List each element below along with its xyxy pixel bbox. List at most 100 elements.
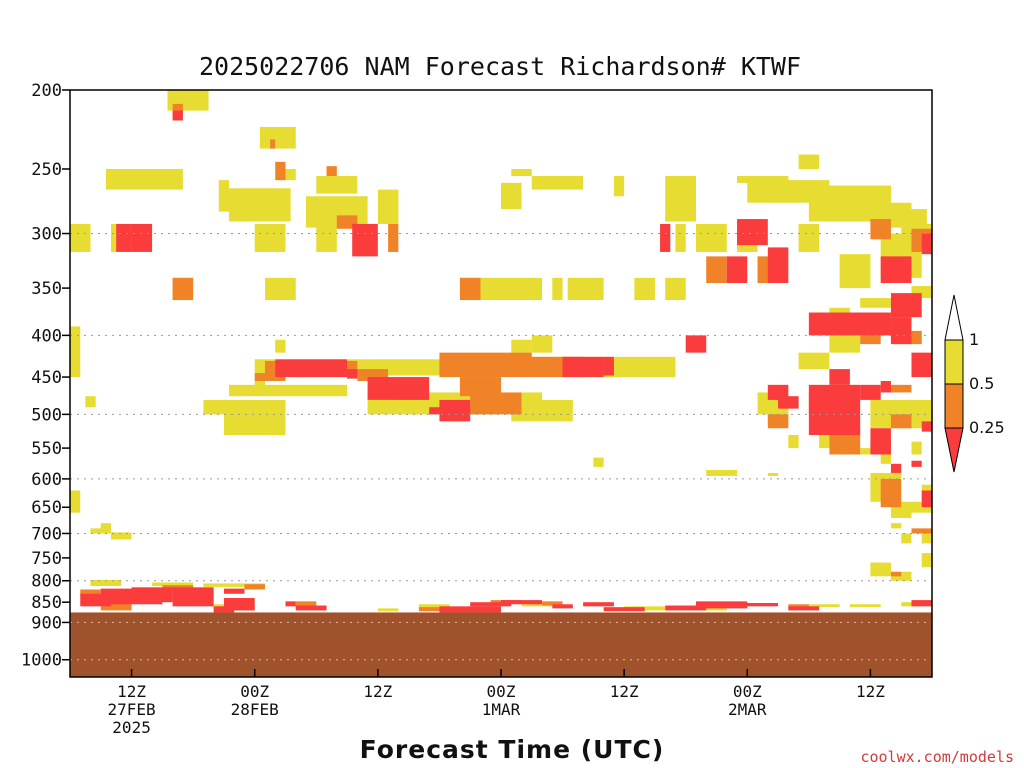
ri-cell-0.25-0.5 <box>767 414 789 429</box>
ri-cell-0.25-0.5 <box>542 601 563 606</box>
ri-cell-lt-0.25 <box>213 606 235 613</box>
colorbar-segment-0.5-1 <box>944 339 964 385</box>
y-tick-label: 350 <box>31 279 62 299</box>
ri-cell-0.5-1 <box>316 176 358 194</box>
x-tick-label: 27FEB <box>107 700 155 719</box>
ri-cell-0.25-0.5 <box>459 377 501 397</box>
plot-area <box>70 90 932 677</box>
ri-cell-0.25-0.5 <box>254 373 286 381</box>
x-tick-label: 12Z <box>117 682 146 701</box>
ri-cell-0.5-1 <box>567 277 604 301</box>
ri-cell-0.25-0.5 <box>162 585 194 590</box>
ri-cell-0.5-1 <box>100 523 112 529</box>
y-tick-label: 250 <box>31 160 62 180</box>
colorbar-top-triangle <box>944 294 964 341</box>
ri-cell-lt-0.25 <box>911 352 932 378</box>
ri-cell-0.5-1 <box>788 434 799 449</box>
ri-cell-0.5-1 <box>808 185 891 222</box>
y-tick-label: 450 <box>31 368 62 388</box>
ri-cell-lt-0.25 <box>880 380 891 393</box>
ri-cell-0.5-1 <box>921 484 932 497</box>
ri-cell-0.5-1 <box>152 582 194 587</box>
ri-cell-0.25-0.5 <box>357 369 389 381</box>
ri-cell-0.5-1 <box>275 339 286 353</box>
ri-cell-lt-0.25 <box>685 335 707 353</box>
ri-cell-0.5-1 <box>511 168 532 177</box>
ri-cell-0.25-0.5 <box>890 414 912 429</box>
ri-cell-lt-0.25 <box>131 223 153 252</box>
ri-cell-lt-0.25 <box>285 601 296 607</box>
ri-cell-0.5-1 <box>377 189 399 224</box>
ri-cell-0.25-0.5 <box>270 139 276 149</box>
ri-cell-0.5-1 <box>798 154 820 169</box>
ri-cell-lt-0.25 <box>223 588 245 594</box>
ri-cell-0.5-1 <box>70 490 81 513</box>
colorbar-label: 0.5 <box>969 374 994 393</box>
ri-cell-0.5-1 <box>860 448 871 455</box>
ri-cell-0.5-1 <box>880 202 912 213</box>
ri-cell-0.5-1 <box>377 608 399 612</box>
ri-cell-0.5-1 <box>798 223 820 252</box>
ri-cell-0.25-0.5 <box>911 528 932 534</box>
ri-cell-0.5-1 <box>890 209 927 228</box>
ri-cell-lt-0.25 <box>737 219 768 246</box>
ri-cell-lt-0.25 <box>890 317 912 345</box>
ri-cell-0.25-0.5 <box>336 215 358 229</box>
ri-cell-0.5-1 <box>280 168 296 181</box>
y-tick-label: 600 <box>31 470 62 490</box>
ri-cell-0.25-0.5 <box>890 384 912 393</box>
ri-cell-0.5-1 <box>531 335 553 353</box>
ri-cell-0.5-1 <box>911 441 922 455</box>
ri-cell-0.25-0.5 <box>788 604 809 609</box>
colorbar-bottom-triangle <box>944 427 964 473</box>
ri-cell-0.5-1 <box>829 307 850 316</box>
ri-cell-lt-0.25 <box>562 356 604 378</box>
ri-cell-0.5-1 <box>921 533 932 544</box>
ri-cell-0.5-1 <box>223 399 286 435</box>
ri-cell-0.5-1 <box>829 335 861 353</box>
ri-cell-lt-0.25 <box>470 602 512 607</box>
ri-cell-0.5-1 <box>501 182 507 190</box>
ri-cell-0.5-1 <box>105 168 183 190</box>
ri-cell-0.25-0.5 <box>295 601 317 606</box>
ri-cell-lt-0.25 <box>808 384 861 435</box>
colorbar-legend: 1 0.5 0.25 <box>944 294 1005 473</box>
ri-cell-0.5-1 <box>593 457 604 467</box>
ri-cell-lt-0.25 <box>829 369 850 385</box>
y-tick-label: 400 <box>31 326 62 346</box>
ri-cell-0.5-1 <box>111 532 132 540</box>
ri-cell-lt-0.25 <box>131 587 173 603</box>
x-tick-label: 00Z <box>240 682 269 701</box>
ri-cell-0.25-0.5 <box>706 256 727 284</box>
ri-cell-lt-0.25 <box>778 396 799 409</box>
y-axis: 200 250 300 350 400 450 500 550 600 650 700 750 8008… <box>21 81 70 671</box>
y-tick-label: 500 <box>31 405 62 425</box>
ri-cell-0.5-1 <box>70 326 81 378</box>
ri-cell-lt-0.25 <box>552 604 573 609</box>
x-tick-label: 12Z <box>363 682 392 701</box>
ri-cell-0.5-1 <box>665 176 696 222</box>
x-tick-label: 28FEB <box>231 700 279 719</box>
credit-text: coolwx.com/models <box>860 748 1014 766</box>
ri-cell-0.25-0.5 <box>870 219 891 240</box>
ri-cell-0.25-0.5 <box>388 223 399 252</box>
ri-cell-lt-0.25 <box>911 460 922 467</box>
ri-cell-0.5-1 <box>870 562 891 577</box>
ri-cell-lt-0.25 <box>439 606 501 613</box>
ri-cell-0.5-1 <box>229 384 348 397</box>
ri-cell-0.25-0.5 <box>890 571 902 577</box>
ri-cell-0.5-1 <box>259 126 296 149</box>
ri-cell-0.5-1 <box>675 223 686 252</box>
ri-cell-0.25-0.5 <box>880 478 902 508</box>
ri-cell-0.5-1 <box>511 339 532 353</box>
ri-cell-0.5-1 <box>695 223 727 252</box>
x-axis-label: Forecast Time (UTC) <box>360 735 665 764</box>
ri-cell-0.25-0.5 <box>275 161 286 181</box>
ri-cell-lt-0.25 <box>808 312 891 336</box>
ri-cell-0.5-1 <box>921 553 932 568</box>
ri-cell-0.5-1 <box>808 604 840 608</box>
ri-cell-0.25-0.5 <box>326 166 337 177</box>
ri-cell-lt-0.25 <box>921 490 932 508</box>
x-tick-label: 12Z <box>610 682 639 701</box>
